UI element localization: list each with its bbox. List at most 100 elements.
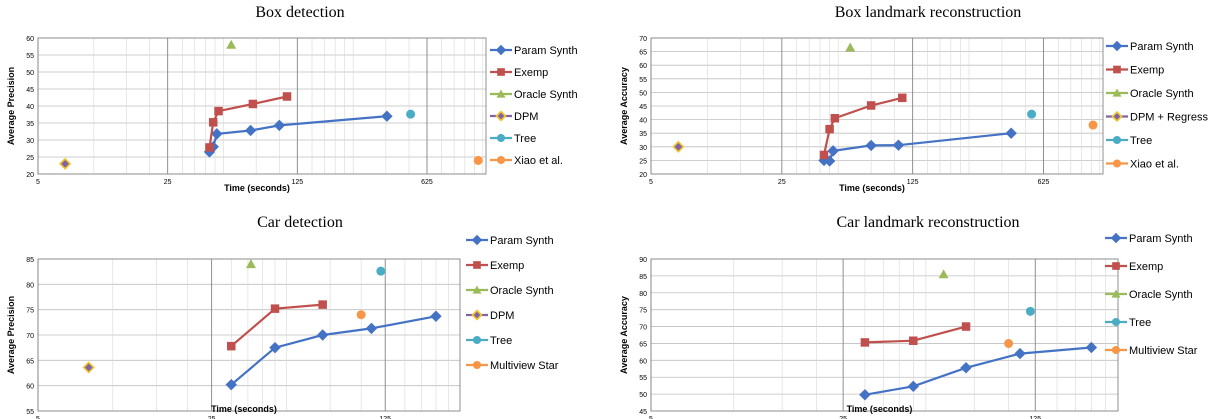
x-axis-label: Time (seconds): [847, 404, 913, 414]
legend-marker: [496, 155, 506, 165]
legend-entry: Exemp: [514, 67, 548, 79]
series: [473, 155, 483, 165]
y-tick-label: 60: [26, 36, 34, 43]
legend-marker: [1112, 262, 1120, 270]
series: [406, 109, 416, 119]
y-tick-label: 20: [26, 172, 34, 179]
legend-entry: DPM: [490, 310, 514, 322]
series: [860, 322, 971, 347]
x-axis-label: Time (seconds): [224, 183, 290, 193]
y-tick-label: 50: [26, 70, 34, 77]
series: [1027, 109, 1037, 119]
legend: Param Synth Exemp Oracle Synth Tree Multivie…: [1105, 232, 1198, 357]
legend-marker: [495, 44, 507, 56]
series: [376, 266, 386, 276]
data-point: [961, 322, 971, 331]
data-point: [907, 380, 920, 393]
series: [1088, 120, 1098, 130]
data-point: [245, 259, 256, 269]
legend-marker: [496, 89, 506, 98]
y-tick-label: 25: [639, 158, 647, 165]
legend-marker: [473, 261, 481, 269]
legend-entry: Multiview Star: [490, 360, 559, 372]
data-point: [406, 109, 416, 119]
x-axis-label: Time (seconds): [211, 404, 277, 414]
data-point: [225, 378, 237, 391]
grid: [37, 37, 486, 175]
series: [226, 39, 237, 49]
legend-marker: [1112, 88, 1122, 97]
chart-svg: 20 25 30 35 40 45 50 55 60 65 70 5 25 125 625 Time (sec…: [619, 36, 1208, 193]
legend-entry: Tree: [514, 133, 536, 145]
data-point: [898, 93, 907, 103]
y-tick-label: 55: [639, 375, 647, 382]
data-point: [830, 113, 840, 123]
data-point: [865, 139, 877, 152]
y-tick-label: 25: [26, 155, 34, 162]
data-point: [273, 119, 286, 132]
x-tick-label: 625: [421, 179, 433, 186]
legend-marker: [472, 335, 482, 345]
y-tick-label: 70: [639, 325, 647, 332]
series: [1004, 338, 1014, 348]
series-line: [230, 315, 437, 386]
x-tick-label: 125: [907, 179, 919, 186]
legend-entry: Oracle Synth: [490, 285, 554, 297]
legend-marker: [1111, 110, 1123, 123]
y-tick-label: 65: [26, 358, 34, 365]
series-line: [864, 346, 1092, 396]
data-point: [82, 361, 95, 374]
series: [82, 361, 95, 374]
x-tick-label: 25: [778, 179, 786, 186]
chart-title: Car detection: [257, 214, 343, 231]
y-axis-label: Average Precision: [6, 296, 16, 374]
series: [672, 140, 685, 153]
data-point: [473, 155, 483, 165]
data-point: [819, 150, 829, 160]
y-tick-label: 35: [26, 121, 34, 128]
y-tick-label: 75: [26, 308, 34, 315]
series: [938, 269, 949, 279]
series: [245, 259, 256, 269]
data-point: [1085, 341, 1098, 354]
x-tick-label: 25: [164, 179, 172, 186]
y-tick-label: 80: [639, 291, 647, 298]
x-tick-label: 25: [208, 416, 216, 419]
legend-entry: Exemp: [1130, 65, 1164, 77]
data-point: [248, 99, 258, 109]
data-point: [1005, 127, 1017, 139]
legend-marker: [1110, 232, 1122, 244]
y-axis-label: Average Precision: [6, 67, 16, 145]
y-tick-label: 45: [26, 87, 34, 94]
legend-entry: Param Synth: [1130, 41, 1194, 53]
chart-box-detection: Box detection 20 25 30 35 40 45 50 55 60 5 25 125 62…: [0, 0, 613, 210]
y-tick-label: 75: [639, 308, 647, 315]
series: [58, 157, 72, 170]
data-point: [318, 300, 327, 309]
y-tick-label: 80: [26, 282, 34, 289]
legend-marker: [496, 133, 506, 143]
series-line: [208, 115, 387, 153]
y-tick-label: 65: [639, 341, 647, 348]
data-point: [227, 341, 236, 351]
data-point: [58, 157, 72, 170]
y-tick-label: 50: [639, 90, 647, 97]
y-axis-label: Average Accuracy: [619, 67, 629, 145]
y-tick-label: 30: [639, 145, 647, 152]
y-tick-label: 20: [639, 172, 647, 179]
legend-marker: [1112, 159, 1122, 168]
legend-marker: [472, 360, 482, 370]
data-point: [430, 310, 442, 322]
y-tick-label: 40: [639, 118, 647, 125]
plot-area: [37, 37, 487, 175]
legend: Param Synth Exemp Oracle Synth DPM Tree Multi…: [466, 234, 559, 372]
data-point: [365, 322, 378, 335]
y-tick-label: 55: [639, 77, 647, 84]
data-point: [938, 269, 949, 279]
y-tick-label: 50: [639, 392, 647, 399]
plot-area: [650, 258, 1119, 412]
y-tick-label: 85: [639, 274, 647, 281]
data-point: [1027, 109, 1037, 119]
y-tick-label: 45: [639, 104, 647, 111]
data-point: [211, 128, 223, 140]
